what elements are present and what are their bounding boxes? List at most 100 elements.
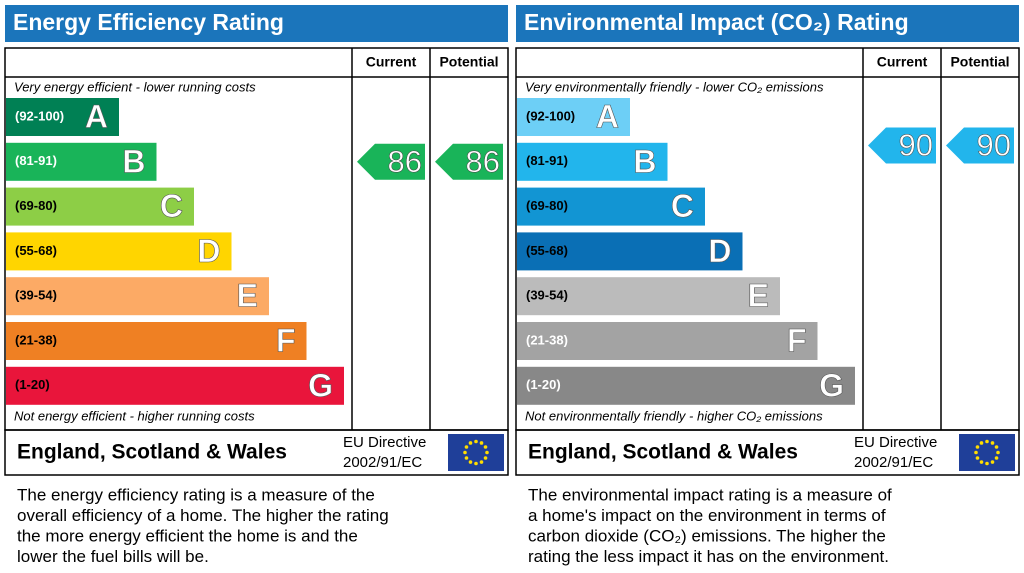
band-letter: B	[633, 143, 656, 179]
rating-value: 90	[977, 128, 1011, 163]
eu-star	[994, 456, 999, 460]
band-range: (92-100)	[15, 108, 64, 123]
band-bar	[517, 98, 630, 136]
description-line: rating the less impact it has on the env…	[528, 547, 889, 566]
eu-star	[464, 445, 469, 449]
band-bar	[6, 232, 232, 271]
eu-star	[985, 439, 989, 444]
band-letter: D	[708, 233, 731, 269]
band-letter: E	[237, 278, 258, 314]
eu-star	[468, 441, 473, 445]
band-bar	[6, 142, 157, 181]
description-line: carbon dioxide (CO₂) emissions. The high…	[528, 526, 886, 545]
band-bar	[6, 187, 194, 226]
title-bar	[5, 5, 508, 42]
eu-star	[996, 450, 1000, 455]
eu-flag	[448, 434, 504, 471]
description-line: a home's impact on the environment in te…	[528, 506, 886, 525]
rating-arrow	[435, 143, 503, 180]
band-range: (39-54)	[526, 288, 568, 303]
top-note: Very environmentally friendly - lower CO…	[525, 79, 824, 94]
band-bar	[517, 322, 818, 360]
rating-value: 90	[899, 128, 933, 163]
bottom-note: Not energy efficient - higher running co…	[14, 408, 255, 423]
band-bar	[517, 232, 743, 271]
eu-star	[463, 450, 467, 455]
band-range: (55-68)	[15, 243, 57, 258]
band-bar	[517, 142, 668, 181]
eu-star	[979, 460, 984, 464]
description-line: The energy efficiency rating is a measur…	[17, 485, 375, 504]
eu-star	[479, 460, 484, 464]
band-bar	[6, 366, 344, 405]
eu-star	[485, 450, 489, 455]
footer-box	[515, 429, 1020, 476]
rating-value: 86	[466, 144, 500, 179]
band-letter: G	[308, 367, 333, 403]
band-bar	[517, 187, 705, 226]
band-bar	[517, 366, 855, 405]
column-header: Current	[877, 54, 928, 70]
band-range: (92-100)	[526, 108, 575, 123]
band-range: (55-68)	[526, 243, 568, 258]
band-range: (69-80)	[526, 198, 568, 213]
band-bar	[6, 322, 307, 360]
title-bar	[516, 5, 1019, 42]
band-letter: G	[819, 367, 844, 403]
band-bar	[6, 277, 269, 316]
description-line: lower the fuel bills will be.	[17, 547, 209, 566]
band-range: (69-80)	[15, 198, 57, 213]
band-letter: C	[160, 188, 183, 224]
band-range: (21-38)	[15, 332, 57, 347]
panel-title: Energy Efficiency Rating	[13, 9, 284, 35]
band-range: (21-38)	[526, 332, 568, 347]
bottom-note: Not environmentally friendly - higher CO…	[525, 408, 823, 423]
directive: EU Directive	[854, 434, 937, 451]
band-range: (81-91)	[15, 153, 57, 168]
eu-star	[974, 450, 978, 455]
band-letter: F	[276, 322, 296, 358]
band-bar	[517, 277, 780, 316]
directive: EU Directive	[343, 434, 426, 451]
directive: 2002/91/EC	[343, 454, 422, 471]
region: England, Scotland & Wales	[17, 441, 287, 464]
footer-box	[4, 429, 509, 476]
eu-star	[985, 461, 989, 466]
column-header: Potential	[439, 54, 498, 70]
band-range: (1-20)	[15, 377, 50, 392]
eu-star	[979, 441, 984, 445]
band-range: (81-91)	[526, 153, 568, 168]
directive: 2002/91/EC	[854, 454, 933, 471]
eu-star	[483, 445, 488, 449]
eu-star	[990, 460, 995, 464]
band-bar	[6, 98, 119, 136]
eu-star	[464, 456, 469, 460]
eu-flag	[959, 434, 1015, 471]
eu-star	[975, 445, 980, 449]
eu-star	[474, 439, 478, 444]
eu-star	[479, 441, 484, 445]
description-line: the more energy efficient the home is an…	[17, 526, 358, 545]
column-header: Current	[366, 54, 417, 70]
description-line: overall efficiency of a home. The higher…	[17, 506, 389, 525]
eu-star	[474, 461, 478, 466]
eu-star	[483, 456, 488, 460]
band-letter: D	[197, 233, 220, 269]
panel-title: Environmental Impact (CO₂) Rating	[524, 9, 909, 35]
eu-star	[994, 445, 999, 449]
rating-arrow	[868, 127, 936, 164]
band-letter: F	[787, 322, 807, 358]
band-letter: C	[671, 188, 694, 224]
eu-star	[468, 460, 473, 464]
band-letter: B	[122, 143, 145, 179]
description-line: The environmental impact rating is a mea…	[528, 485, 892, 504]
rating-arrow	[946, 127, 1014, 164]
top-note: Very energy efficient - lower running co…	[14, 79, 256, 94]
eu-star	[975, 456, 980, 460]
band-letter: A	[596, 98, 619, 134]
band-range: (39-54)	[15, 288, 57, 303]
region: England, Scotland & Wales	[528, 441, 798, 464]
band-letter: E	[748, 278, 769, 314]
rating-arrow	[357, 143, 425, 180]
